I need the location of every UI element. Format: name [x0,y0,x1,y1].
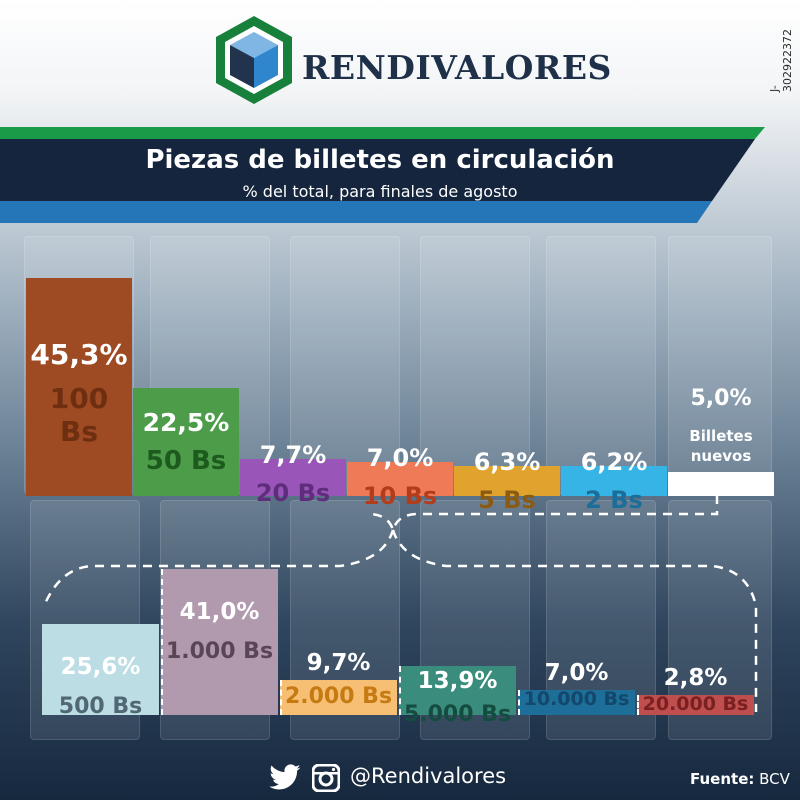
social-handle[interactable]: @Rendivalores [350,764,507,788]
category-label: 1.000 Bs [165,639,274,664]
value-label: 2,8% [663,665,728,691]
category-label: 100 Bs [49,382,109,448]
bar-20-bs [240,458,346,496]
bar-100-bs [26,278,132,496]
value-label: 41,0% [179,599,260,625]
value-label: 7,0% [366,444,434,473]
bar-10-000-bs [518,690,635,715]
category-label-line: nuevos [690,447,752,465]
bar-1-000-bs [161,569,278,715]
value-label: 22,5% [142,407,230,437]
cube-logo-icon [216,16,292,104]
category-label: 10.000 Bs [523,688,630,711]
category-label-line: Billetes [689,427,753,445]
value-label: 25,6% [60,653,141,680]
bar-20-000-bs [637,695,754,715]
twitter-icon[interactable] [268,764,302,792]
category-label: 2 Bs [585,486,643,515]
bar-2-bs [561,466,667,496]
value-label: 45,3% [30,338,128,371]
category-label: Billetes nuevos [668,426,774,466]
value-label: 7,7% [259,440,327,469]
banner-green-stripe [0,127,765,139]
source-label: Fuente: [690,770,755,788]
value-label: 5,0% [690,386,752,411]
company-rif: J-302922372 [768,29,794,92]
chart-title: Piezas de billetes en circulación [145,145,615,175]
value-label: 13,9% [417,667,498,694]
category-label: 20.000 Bs [642,693,749,715]
instagram-icon[interactable] [312,764,340,792]
category-label: 50 Bs [145,445,227,476]
category-label: 5 Bs [478,485,536,514]
source-credit: Fuente: BCV [690,770,790,788]
bar-50-bs [133,387,239,496]
brand-header: RENDIVALORES [212,14,632,110]
banknote-backdrop [546,236,656,494]
banner-title-band [0,139,755,201]
bar-2-000-bs [280,680,397,715]
brand-name: RENDIVALORES [302,48,612,87]
bar-5-000-bs [399,665,516,715]
chart-subtitle: % del total, para finales de agosto [242,182,518,201]
source-value: BCV [759,770,790,788]
category-label: 5.000 Bs [403,701,512,727]
value-label: 6,2% [580,448,648,477]
bar-billetes-nuevos [668,471,774,496]
banknote-backdrop [420,236,530,494]
bar-500-bs [42,623,159,715]
bar-10-bs [347,462,453,496]
category-label: 500 Bs [58,693,143,719]
banknote-backdrop [668,236,772,494]
value-label: 6,3% [473,447,541,476]
category-label: 20 Bs [255,478,331,507]
bar-5-bs [454,465,560,496]
value-label: 7,0% [544,660,609,687]
value-label: 9,7% [306,650,371,677]
category-label: 2.000 Bs [284,684,393,710]
banner-blue-stripe [0,201,712,223]
category-label: 10 Bs [362,482,438,511]
